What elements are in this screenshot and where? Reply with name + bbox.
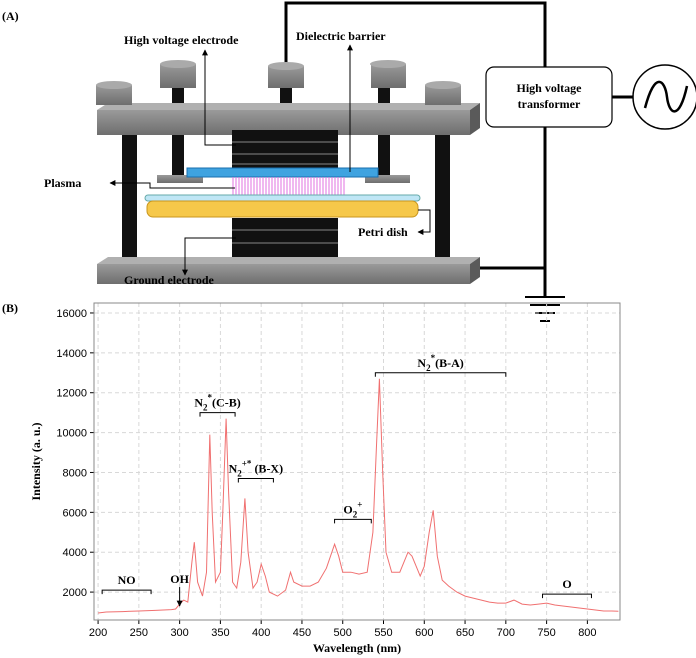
panel-label: (A) (2, 9, 19, 23)
callouts (109, 44, 431, 276)
plate-side (470, 103, 480, 135)
x-tick-label: 800 (578, 627, 596, 639)
disc (365, 175, 410, 183)
plate-top (97, 103, 480, 110)
x-tick-label: 250 (130, 627, 148, 639)
y-tick-label: 10000 (56, 428, 87, 440)
dielectric (186, 167, 379, 178)
ground-electrode (232, 218, 338, 257)
label: Dielectric barrier (296, 29, 386, 43)
annotation-rest: (B-X) (251, 461, 283, 475)
hv-electrode (232, 130, 338, 170)
x-tick-label: 650 (456, 627, 474, 639)
annotation-sup: + (357, 499, 362, 509)
x-tick-label: 600 (415, 627, 433, 639)
plate (97, 264, 470, 284)
sine (643, 80, 689, 113)
bracket (542, 593, 592, 599)
bracket (334, 518, 372, 524)
x-tick-label: 500 (334, 627, 352, 639)
annotation-sub: 2 (203, 403, 208, 413)
annotation-base: N (229, 461, 238, 475)
y-tick-label: 14000 (56, 348, 87, 360)
annotation-sub: 2 (353, 509, 358, 519)
ground-symbol (525, 296, 565, 322)
label: High voltage electrode (124, 33, 239, 47)
annotation: O (562, 577, 571, 591)
pillar (122, 135, 137, 257)
spectrum (98, 378, 619, 614)
chart: (B) 2000 4000 6000 8000 10000 12000 14000 16000… (2, 301, 621, 655)
ac-source (632, 64, 696, 130)
x-tick-label: 300 (170, 627, 188, 639)
y-tick-label: 12000 (56, 388, 87, 400)
annotation: OH (170, 572, 189, 586)
x-tick-label: 450 (293, 627, 311, 639)
y-tick-label: 4000 (63, 547, 87, 559)
knobs (96, 60, 461, 105)
annotation-base: O (343, 502, 352, 516)
annotation: NO (118, 573, 136, 587)
transformer-label: High voltage (517, 81, 583, 95)
x-tick-label: 350 (211, 627, 229, 639)
bracket (101, 589, 152, 595)
plate-side (470, 257, 480, 284)
diagram: (A) High voltage transformer (2, 1, 696, 322)
annotation: N2+* (B-X) (229, 458, 283, 478)
y-tick-label: 2000 (63, 587, 87, 599)
annotation: O2+ (343, 499, 362, 519)
petri-lid (144, 194, 421, 202)
annotation: N2*(B-A) (417, 353, 463, 373)
petri-dish (146, 200, 419, 218)
annotation-sup: * (208, 393, 213, 403)
annotation-sup: * (431, 353, 436, 363)
x-tick-label: 700 (497, 627, 515, 639)
annotation-rest: (C-B) (212, 396, 241, 410)
annotation-sup: +* (242, 458, 252, 468)
panel-label: (B) (2, 301, 18, 315)
plasma (232, 177, 345, 195)
disc (157, 175, 203, 183)
label: Plasma (44, 176, 81, 190)
pillar (435, 135, 450, 257)
label: Petri dish (358, 225, 408, 239)
y-tick-label: 16000 (56, 308, 87, 320)
bracket (374, 372, 507, 377)
wire (284, 1, 547, 297)
annotation: N2*(C-B) (194, 393, 240, 413)
x-tick-label: 750 (537, 627, 555, 639)
annotation-sub: 2 (237, 468, 242, 478)
annotation-base: N (194, 396, 203, 410)
plot-frame (93, 302, 621, 621)
annotation-base: N (417, 356, 426, 370)
y-tick-label: 6000 (63, 507, 87, 519)
transformer-label: transformer (518, 97, 581, 111)
annotation-sub: 2 (426, 363, 431, 373)
annotation-rest: (B-A) (435, 356, 464, 370)
stem (280, 86, 292, 106)
y-axis-label: Intensity (a. u.) (29, 422, 43, 500)
bracket (237, 477, 274, 483)
bracket (199, 412, 236, 417)
y-tick-label: 8000 (63, 467, 87, 479)
x-tick-label: 200 (89, 627, 107, 639)
plate-top (97, 257, 480, 264)
transformer-box (485, 66, 613, 128)
label: Ground electrode (124, 273, 215, 287)
x-tick-label: 550 (374, 627, 392, 639)
x-axis-label: Wavelength (nm) (313, 641, 401, 655)
x-tick-label: 400 (252, 627, 270, 639)
